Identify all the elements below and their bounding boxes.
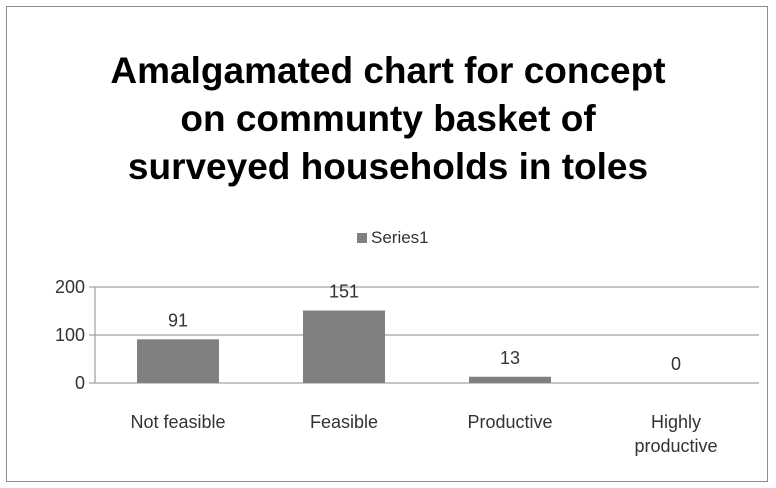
legend: Series1	[357, 228, 429, 247]
data-label: 13	[500, 348, 520, 368]
legend-swatch	[357, 233, 367, 243]
chart-frame: Amalgamated chart for concept on communty…	[6, 6, 768, 482]
bar	[303, 310, 385, 383]
data-labels: 91 151 13 0	[168, 282, 681, 374]
chart-title-line: surveyed households in toles	[128, 146, 648, 187]
y-tick-label: 200	[55, 277, 85, 297]
data-label: 91	[168, 310, 188, 330]
category-labels: Not feasible Feasible Productive Highly prod…	[130, 412, 717, 456]
chart-title: Amalgamated chart for concept on communty…	[110, 50, 665, 187]
category-label: Feasible	[310, 412, 378, 432]
legend-label: Series1	[371, 228, 429, 247]
category-label: Not feasible	[130, 412, 225, 432]
chart-title-line: Amalgamated chart for concept	[110, 50, 665, 91]
category-label: Productive	[467, 412, 552, 432]
chart-title-line: on communty basket of	[180, 98, 596, 139]
bar	[469, 376, 551, 383]
data-label: 0	[671, 354, 681, 374]
chart: Amalgamated chart for concept on communty…	[55, 50, 759, 456]
category-label: productive	[634, 436, 717, 456]
y-tick-label: 100	[55, 325, 85, 345]
y-axis-ticks: 0 100 200	[55, 277, 95, 393]
data-label: 151	[329, 282, 359, 302]
bar	[137, 339, 219, 383]
bars	[137, 310, 551, 383]
y-tick-label: 0	[75, 373, 85, 393]
category-label: Highly	[651, 412, 701, 432]
